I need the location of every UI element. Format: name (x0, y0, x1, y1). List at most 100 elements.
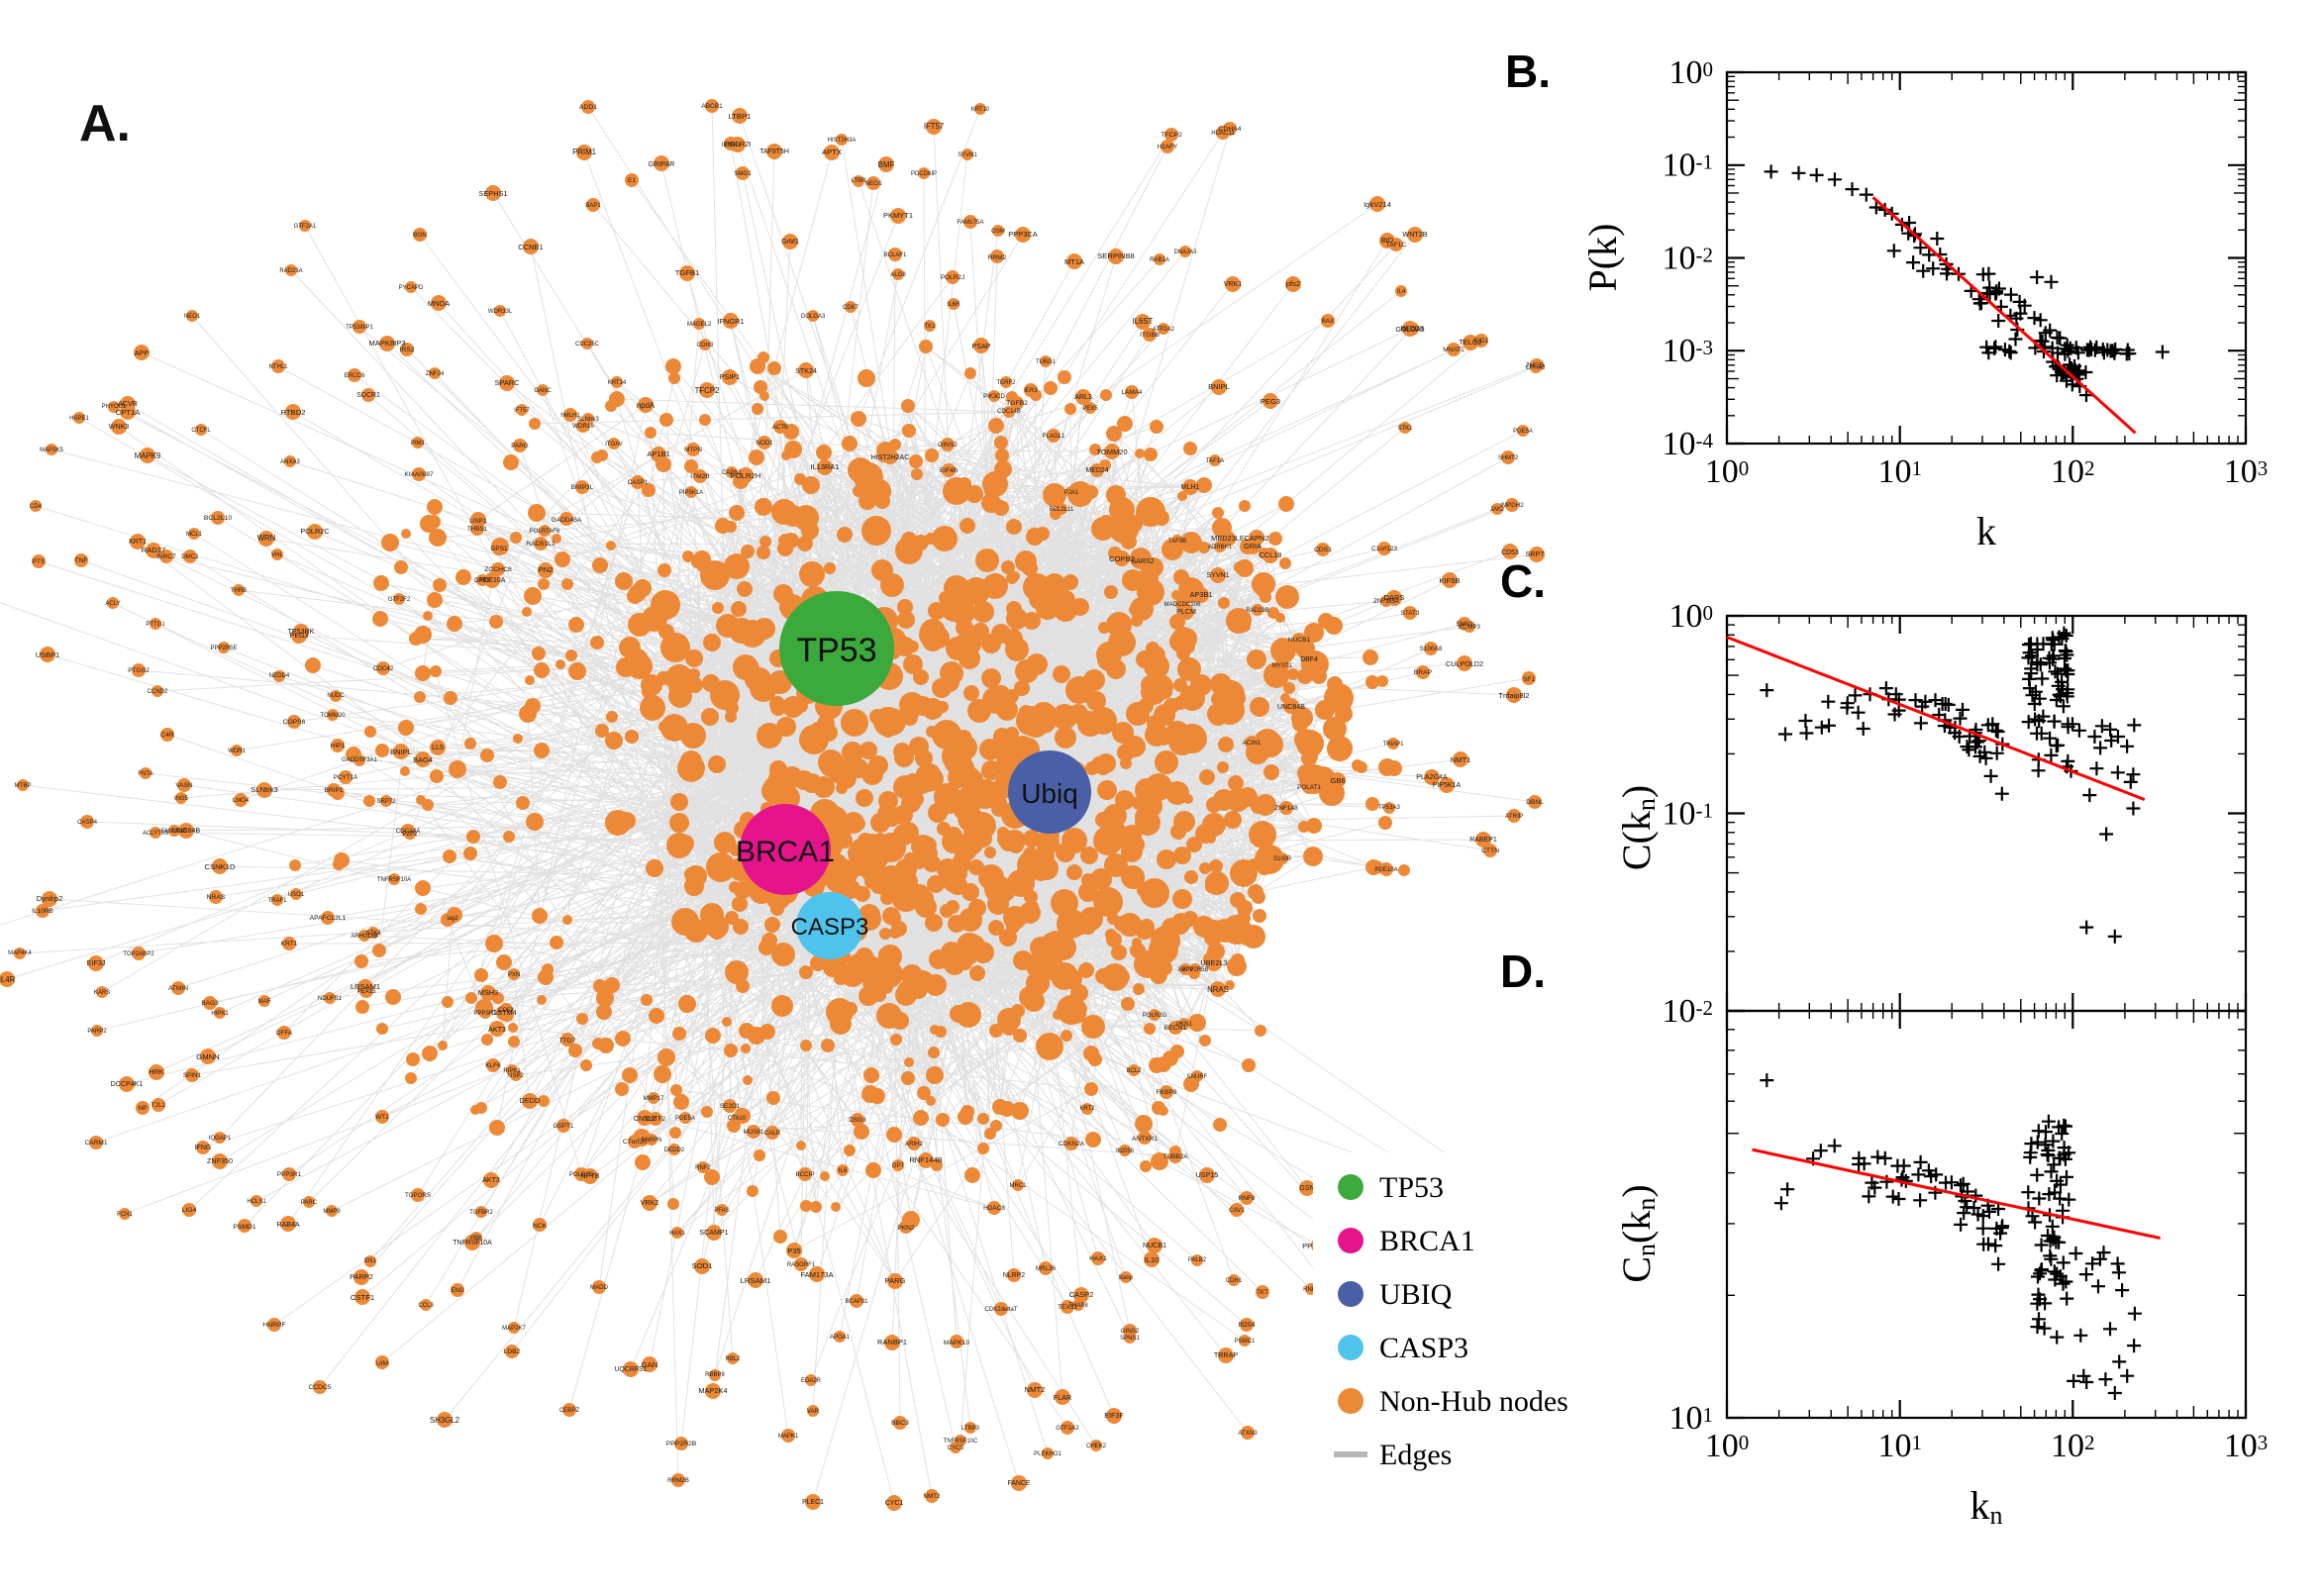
svg-text:CEBPZ: CEBPZ (559, 1407, 580, 1414)
svg-text:GrM1: GrM1 (781, 239, 799, 246)
svg-text:RNF144B: RNF144B (909, 1155, 942, 1164)
svg-text:HSPE1: HSPE1 (69, 416, 89, 422)
svg-text:CDC14B: CDC14B (997, 409, 1021, 415)
svg-text:DEDD: DEDD (520, 1096, 541, 1105)
svg-text:CDK2deltaT: CDK2deltaT (984, 1306, 1017, 1313)
svg-text:C4R: C4R (160, 732, 174, 739)
svg-text:ACVR: ACVR (118, 399, 138, 408)
svg-text:PPP3CA: PPP3CA (1008, 230, 1038, 239)
svg-text:CCNE1: CCNE1 (518, 243, 543, 251)
svg-text:DBNL: DBNL (1526, 799, 1544, 806)
svg-text:LTBP1: LTBP1 (729, 112, 752, 121)
svg-text:T2L2: T2L2 (152, 1102, 166, 1109)
svg-text:IER3: IER3 (1024, 387, 1038, 394)
svg-text:CULPOLD2: CULPOLD2 (1446, 659, 1483, 668)
svg-text:NUCB1: NUCB1 (1143, 1242, 1166, 1249)
svg-text:TGFB1: TGFB1 (675, 268, 699, 277)
svg-text:VASN: VASN (175, 782, 193, 789)
svg-text:NMT2: NMT2 (923, 1493, 941, 1500)
svg-text:HIPK1: HIPK1 (211, 1011, 229, 1017)
svg-text:UNC84B: UNC84B (172, 826, 201, 835)
svg-text:SARS2: SARS2 (1132, 558, 1155, 565)
svg-text:GOLGA3: GOLGA3 (1395, 326, 1424, 334)
svg-text:PTTG1: PTTG1 (146, 622, 165, 628)
svg-text:WNK3: WNK3 (109, 423, 130, 431)
svg-text:Tnfaip8l2: Tnfaip8l2 (1498, 691, 1529, 700)
svg-text:ALG9: ALG9 (890, 272, 906, 278)
svg-text:AP1B1: AP1B1 (647, 449, 669, 458)
svg-text:BAG4: BAG4 (413, 755, 433, 764)
svg-text:OSM: OSM (991, 229, 1005, 235)
svg-text:TKT: TKT (1257, 1289, 1268, 1296)
svg-text:CTCFL: CTCFL (191, 428, 211, 434)
svg-text:100: 100 (1705, 1428, 1750, 1464)
svg-text:Ifi205b: Ifi205b (1116, 1148, 1135, 1154)
svg-text:ZNF148: ZNF148 (1274, 805, 1298, 812)
svg-text:SPARC: SPARC (495, 378, 521, 387)
svg-text:PLEC1: PLEC1 (802, 1499, 824, 1506)
svg-text:PARC: PARC (301, 1200, 318, 1206)
svg-text:PSIP1: PSIP1 (720, 372, 740, 381)
svg-text:PFAS: PFAS (714, 1208, 729, 1214)
svg-text:CCDC5: CCDC5 (308, 1384, 331, 1391)
svg-text:VRK2: VRK2 (641, 1198, 659, 1207)
svg-text:TP53: TP53 (1379, 1171, 1444, 1204)
svg-text:TOMM20: TOMM20 (321, 713, 347, 719)
svg-text:npdA: npdA (637, 401, 656, 410)
svg-text:CTTN: CTTN (1481, 848, 1499, 854)
svg-text:SYVN1: SYVN1 (1207, 572, 1230, 579)
svg-text:LDB2: LDB2 (504, 1348, 521, 1355)
svg-text:LMO4: LMO4 (233, 798, 250, 804)
svg-text:KIAA0087: KIAA0087 (404, 471, 434, 478)
svg-text:HAX1: HAX1 (1089, 1255, 1107, 1262)
svg-text:IL10: IL10 (1145, 1255, 1159, 1264)
svg-text:CDC25C: CDC25C (575, 342, 600, 348)
svg-text:KLF6: KLF6 (485, 1062, 501, 1069)
svg-text:BCL2L10: BCL2L10 (204, 515, 233, 522)
svg-text:CASP3: CASP3 (1379, 1332, 1468, 1364)
svg-text:HIST2H3A: HIST2H3A (828, 138, 857, 144)
svg-text:GADDSF3A1: GADDSF3A1 (342, 757, 377, 763)
svg-text:MAPK10: MAPK10 (944, 1340, 970, 1347)
svg-text:TRRAP: TRRAP (1214, 1350, 1239, 1359)
svg-text:CDC42: CDC42 (373, 665, 394, 672)
svg-text:BNIPL: BNIPL (1208, 382, 1230, 391)
svg-text:PTS: PTS (33, 558, 45, 565)
svg-text:PARP2: PARP2 (350, 1272, 373, 1281)
svg-text:NLRP2: NLRP2 (1003, 1272, 1025, 1279)
svg-text:IL6ST: IL6ST (1133, 317, 1154, 326)
svg-text:GOLGA3: GOLGA3 (801, 314, 826, 320)
svg-text:EIF3F: EIF3F (1104, 1411, 1124, 1420)
svg-text:TP53A3: TP53A3 (1378, 805, 1400, 811)
svg-text:EIF4B: EIF4B (940, 467, 958, 474)
svg-text:PCYT1A: PCYT1A (334, 774, 358, 781)
svg-text:SMG1: SMG1 (734, 170, 752, 177)
svg-text:THRB: THRB (231, 588, 247, 594)
svg-text:UQCRFS1: UQCRFS1 (615, 1366, 648, 1373)
svg-text:ENG: ENG (451, 1288, 463, 1294)
svg-text:CSNK1D: CSNK1D (204, 862, 236, 871)
svg-text:USO1: USO1 (288, 892, 305, 898)
svg-text:USP1: USP1 (469, 518, 487, 525)
svg-text:LIG4: LIG4 (182, 1207, 197, 1214)
svg-text:PRIM1: PRIM1 (572, 148, 596, 156)
svg-text:ANXA3: ANXA3 (280, 459, 300, 465)
svg-text:IgkV214: IgkV214 (1364, 200, 1391, 209)
svg-text:APOA1: APOA1 (830, 1335, 851, 1341)
svg-text:BAG3: BAG3 (201, 1000, 219, 1007)
svg-text:SF1: SF1 (1523, 676, 1536, 683)
svg-text:IFNG: IFNG (195, 1145, 211, 1151)
svg-text:103: 103 (2224, 453, 2269, 490)
svg-text:TOMM20: TOMM20 (1096, 448, 1127, 456)
svg-text:MED24: MED24 (1086, 467, 1109, 474)
svg-text:GRIPAR: GRIPAR (649, 160, 675, 168)
svg-text:IL13RA1: IL13RA1 (810, 462, 839, 471)
svg-text:10-1: 10-1 (1663, 148, 1714, 184)
svg-text:NEDD4: NEDD4 (269, 673, 290, 679)
svg-text:PARG: PARG (885, 1276, 906, 1285)
svg-text:DEDD2: DEDD2 (664, 1147, 685, 1153)
svg-text:SCAMP1: SCAMP1 (699, 1229, 728, 1237)
svg-text:GTF2A1: GTF2A1 (294, 224, 317, 230)
svg-text:WT1: WT1 (375, 1114, 389, 1121)
svg-text:NTHL1: NTHL1 (268, 364, 288, 370)
